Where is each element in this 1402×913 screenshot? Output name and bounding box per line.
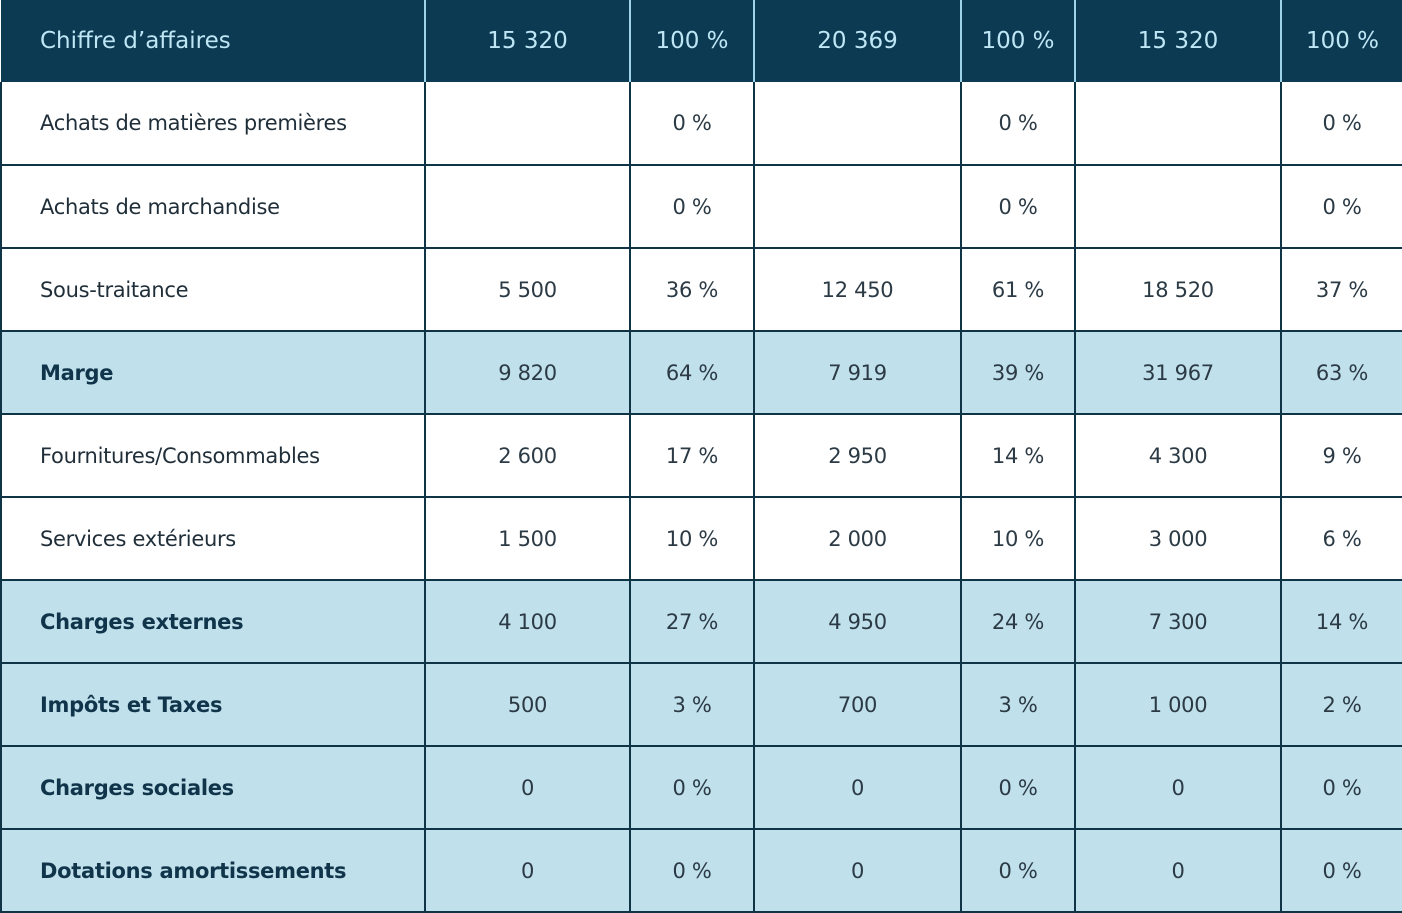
cell: 31 967 [1074, 330, 1282, 415]
cell: 0 % [960, 82, 1076, 166]
cell: 2 600 [424, 413, 631, 498]
table-row-highlight: Impôts et Taxes 500 3 % 700 3 % 1 000 2 … [0, 662, 1402, 747]
table-row: Achats de matières premières 0 % 0 % 0 % [0, 82, 1402, 166]
table-row-highlight: Marge 9 820 64 % 7 919 39 % 31 967 63 % [0, 330, 1402, 415]
cell: 0 % [1280, 745, 1402, 830]
cell: 2 000 [753, 496, 962, 581]
cell [753, 164, 962, 249]
header-cell: 100 % [1280, 0, 1402, 82]
cell: 24 % [960, 579, 1076, 664]
cell: 14 % [960, 413, 1076, 498]
cell: 0 % [960, 745, 1076, 830]
cell: 0 % [1280, 828, 1402, 913]
cell: 3 000 [1074, 496, 1282, 581]
header-row: Chiffre d’affaires 15 320 100 % 20 369 1… [1, 0, 1402, 82]
cell: 39 % [960, 330, 1076, 415]
cell: 0 [424, 828, 631, 913]
cell: 0 % [629, 82, 755, 166]
cell: 3 % [960, 662, 1076, 747]
cell: 63 % [1280, 330, 1402, 415]
cell: 1 000 [1074, 662, 1282, 747]
header-cell: 100 % [629, 0, 754, 82]
cell: 0 [753, 745, 962, 830]
cell: 0 % [1280, 164, 1402, 249]
cell: 0 % [629, 164, 755, 249]
cell: 7 300 [1074, 579, 1282, 664]
cell [753, 82, 962, 166]
table-row: Fournitures/Consommables 2 600 17 % 2 95… [0, 413, 1402, 498]
cell: 0 % [629, 828, 755, 913]
row-label: Sous-traitance [0, 247, 426, 332]
cell: 61 % [960, 247, 1076, 332]
row-label: Dotations amortissements [0, 828, 426, 913]
cell: 0 [753, 828, 962, 913]
cell: 2 % [1280, 662, 1402, 747]
row-label: Charges sociales [0, 745, 426, 830]
cell: 0 [1074, 828, 1282, 913]
cell [1074, 164, 1282, 249]
cell: 4 300 [1074, 413, 1282, 498]
cell: 0 [424, 745, 631, 830]
row-label: Achats de matières premières [0, 82, 426, 166]
cell: 1 500 [424, 496, 631, 581]
cell: 27 % [629, 579, 755, 664]
cell: 37 % [1280, 247, 1402, 332]
header-cell: 20 369 [753, 0, 961, 82]
header-label: Chiffre d’affaires [1, 0, 425, 82]
table-row-highlight: Charges externes 4 100 27 % 4 950 24 % 7… [0, 579, 1402, 664]
cell: 14 % [1280, 579, 1402, 664]
cell: 0 % [960, 164, 1076, 249]
cell: 36 % [629, 247, 755, 332]
cell: 500 [424, 662, 631, 747]
table-row-highlight: Dotations amortissements 0 0 % 0 0 % 0 0… [0, 828, 1402, 913]
cell: 12 450 [753, 247, 962, 332]
cell: 17 % [629, 413, 755, 498]
cell: 64 % [629, 330, 755, 415]
cell [1074, 82, 1282, 166]
cell: 6 % [1280, 496, 1402, 581]
cell: 9 % [1280, 413, 1402, 498]
cell: 3 % [629, 662, 755, 747]
cell: 700 [753, 662, 962, 747]
cell: 0 % [629, 745, 755, 830]
row-label: Charges externes [0, 579, 426, 664]
table-row-highlight: Charges sociales 0 0 % 0 0 % 0 0 % [0, 745, 1402, 830]
row-label: Achats de marchandise [0, 164, 426, 249]
header-cell: 15 320 [1074, 0, 1281, 82]
row-label: Fournitures/Consommables [0, 413, 426, 498]
row-label: Impôts et Taxes [0, 662, 426, 747]
cell: 0 % [960, 828, 1076, 913]
row-label: Marge [0, 330, 426, 415]
cell: 10 % [960, 496, 1076, 581]
cell: 9 820 [424, 330, 631, 415]
cell: 18 520 [1074, 247, 1282, 332]
cell [424, 164, 631, 249]
cell: 0 % [1280, 82, 1402, 166]
row-label: Services extérieurs [0, 496, 426, 581]
table-row: Achats de marchandise 0 % 0 % 0 % [0, 164, 1402, 249]
cell: 7 919 [753, 330, 962, 415]
header-cell: 15 320 [424, 0, 630, 82]
cell: 4 950 [753, 579, 962, 664]
cell: 2 950 [753, 413, 962, 498]
table-row: Services extérieurs 1 500 10 % 2 000 10 … [0, 496, 1402, 581]
cell: 10 % [629, 496, 755, 581]
cell: 0 [1074, 745, 1282, 830]
header-cell: 100 % [960, 0, 1075, 82]
cell [424, 82, 631, 166]
cell: 5 500 [424, 247, 631, 332]
cell: 4 100 [424, 579, 631, 664]
table-row: Sous-traitance 5 500 36 % 12 450 61 % 18… [0, 247, 1402, 332]
